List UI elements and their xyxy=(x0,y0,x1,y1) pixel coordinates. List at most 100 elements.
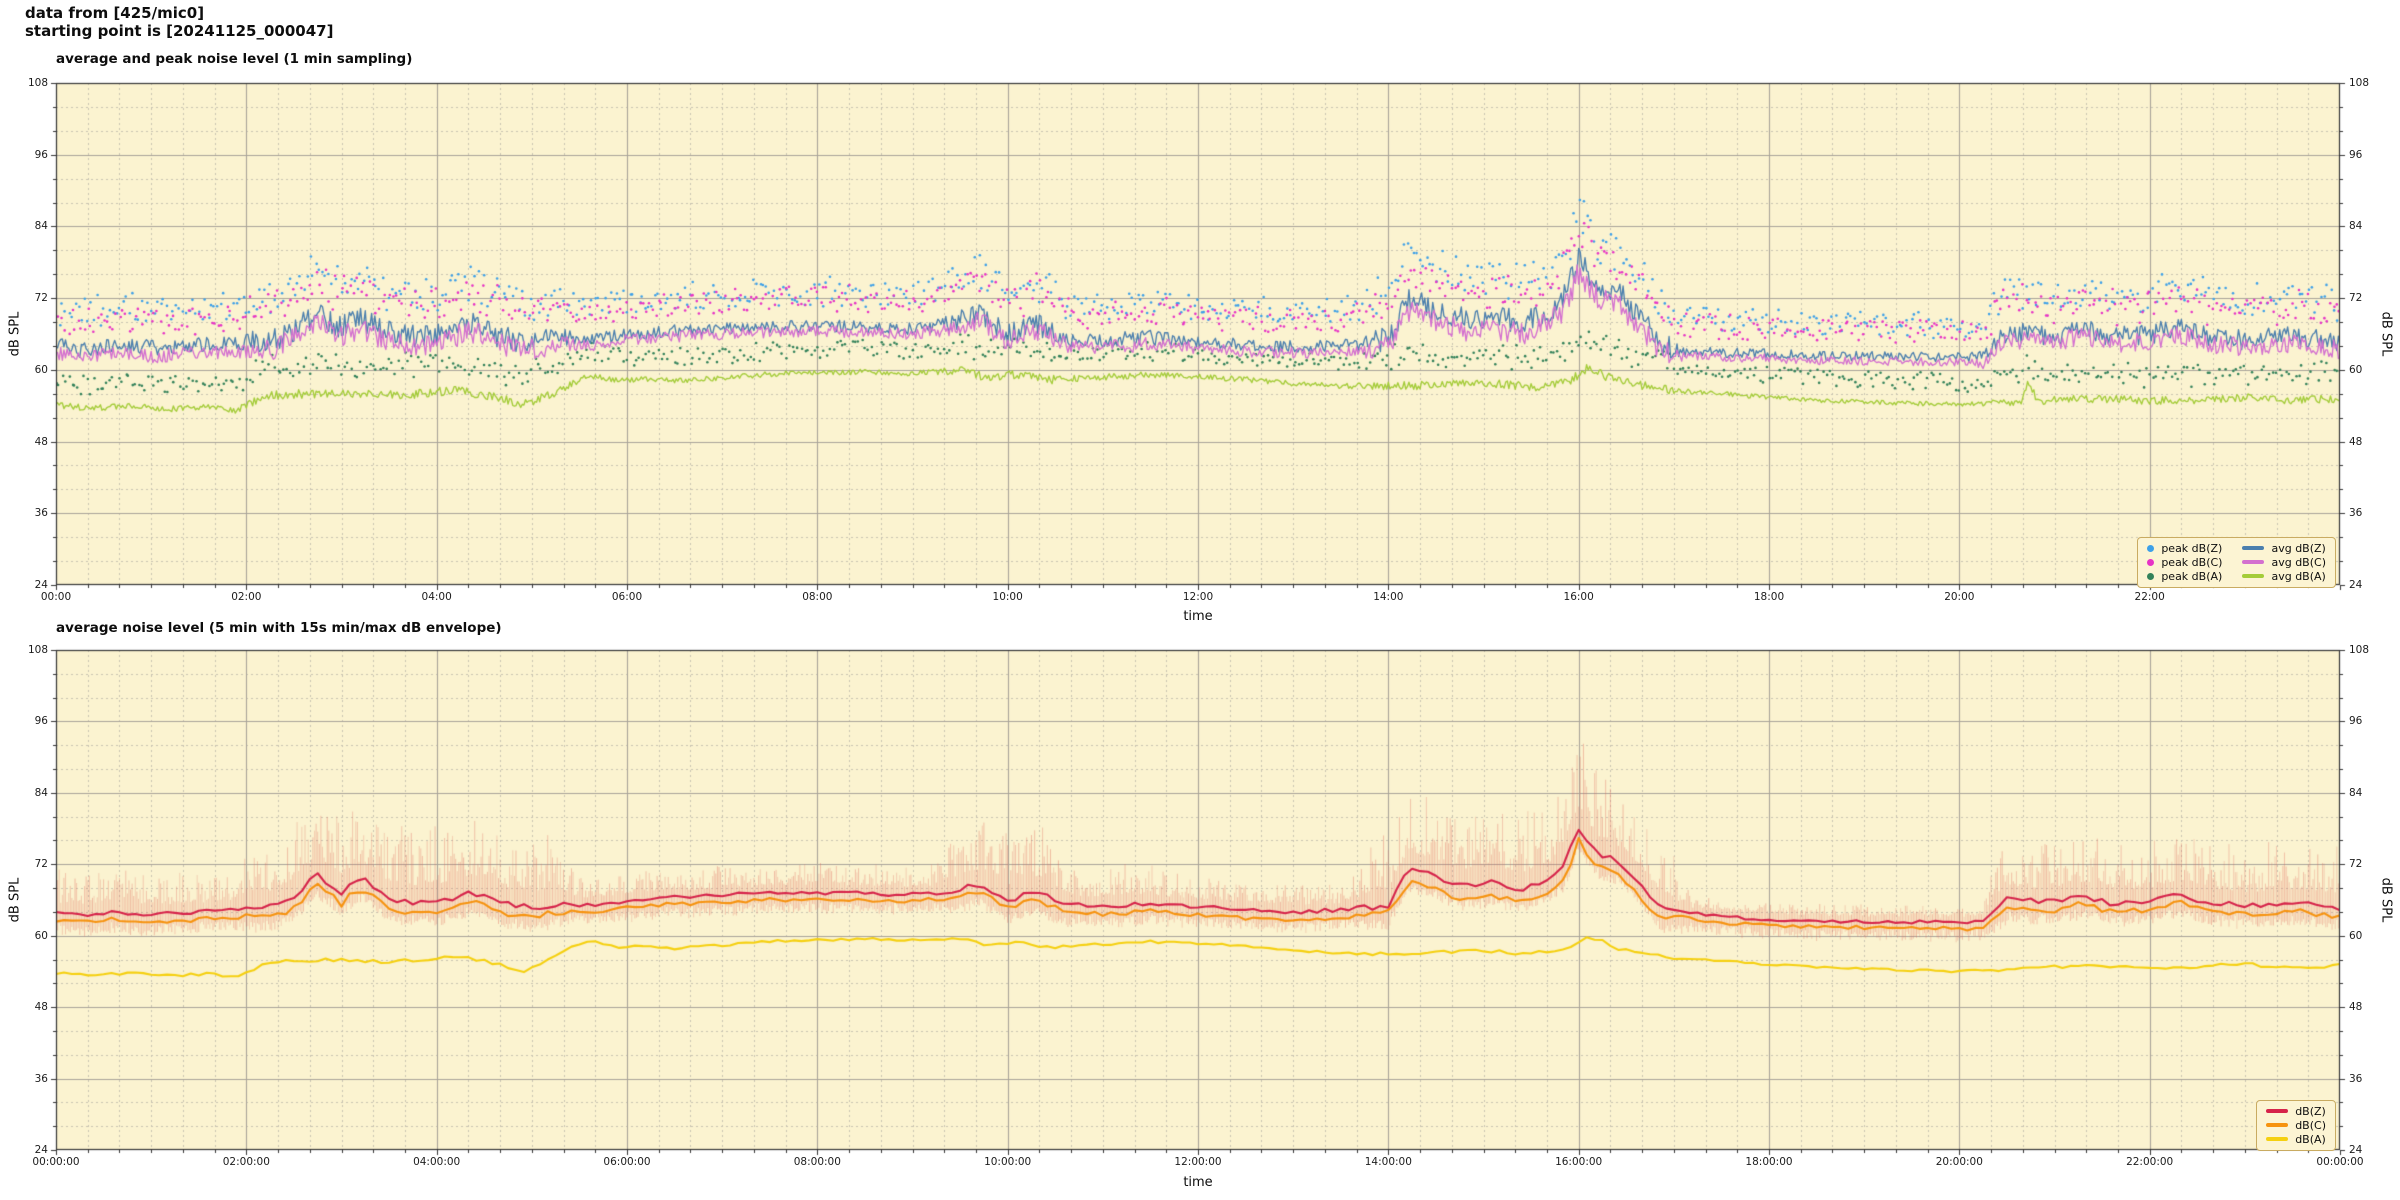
panel1-ylabel-left: dB SPL xyxy=(7,311,23,357)
y-tick-label: 84 xyxy=(34,220,48,233)
panel2-legend: dB(Z) dB(C) dB(A) xyxy=(2256,1100,2336,1151)
legend-entry-label: dB(C) xyxy=(2295,1118,2326,1132)
panel1-xlabel: time xyxy=(1183,609,1213,624)
panel2-title: average noise level (5 min with 15s min/… xyxy=(56,620,502,636)
panel2-ylabel-right: dB SPL xyxy=(2378,877,2394,923)
y-tick-label: 60 xyxy=(34,929,48,942)
y-tick-label: 48 xyxy=(34,1001,48,1014)
x-tick-label: 04:00 xyxy=(421,591,452,603)
legend-line-marker-icon xyxy=(2266,1109,2289,1113)
y-tick-label-right: 60 xyxy=(2349,929,2363,942)
header: data from [425/mic0] starting point is [… xyxy=(25,4,333,40)
y-tick-label-right: 24 xyxy=(2349,579,2363,591)
legend-entry-label: avg dB(C) xyxy=(2271,555,2326,569)
y-tick-label-right: 24 xyxy=(2349,1144,2363,1156)
legend-entry-label: dB(A) xyxy=(2295,1132,2326,1146)
y-tick-label-right: 72 xyxy=(2349,858,2363,871)
x-tick-label: 16:00 xyxy=(1563,591,1594,603)
header-line1: data from [425/mic0] xyxy=(25,4,205,22)
panel1-title: average and peak noise level (1 min samp… xyxy=(56,51,413,67)
y-tick-label: 84 xyxy=(34,786,48,799)
panel1-legend: peak dB(Z) peak dB(C) peak dB(A) avg dB(Z) a… xyxy=(2137,537,2336,588)
y-tick-label-right: 36 xyxy=(2349,507,2363,520)
y-tick-label: 24 xyxy=(34,1144,48,1156)
legend-entry-db-z-: dB(Z) xyxy=(2266,1104,2326,1118)
legend-entry-db-c-: dB(C) xyxy=(2266,1118,2326,1132)
legend-entry-label: peak dB(A) xyxy=(2161,569,2223,583)
legend-column: avg dB(Z) avg dB(C) avg dB(A) xyxy=(2242,541,2326,583)
y-tick-label: 72 xyxy=(34,292,48,305)
x-tick-label: 12:00:00 xyxy=(1174,1156,1222,1168)
y-tick-label-right: 48 xyxy=(2349,1001,2363,1014)
x-tick-label: 00:00:00 xyxy=(2316,1156,2364,1168)
x-tick-label: 20:00:00 xyxy=(1935,1156,1983,1168)
legend-entry-db-a-: dB(A) xyxy=(2266,1132,2326,1146)
y-tick-label: 108 xyxy=(27,644,48,656)
legend-line-marker-icon xyxy=(2266,1137,2289,1141)
x-tick-label: 10:00 xyxy=(992,591,1023,603)
legend-line-marker-icon xyxy=(2242,546,2265,550)
y-tick-label: 96 xyxy=(34,148,48,161)
legend-entry-avg-db-a-: avg dB(A) xyxy=(2242,569,2326,583)
y-tick-label-right: 72 xyxy=(2349,292,2363,305)
y-tick-label-right: 108 xyxy=(2349,644,2370,656)
panel1-ylabel-right: dB SPL xyxy=(2378,311,2394,357)
x-tick-label: 22:00:00 xyxy=(2126,1156,2174,1168)
legend-entry-avg-db-z-: avg dB(Z) xyxy=(2242,541,2326,555)
x-tick-label: 10:00:00 xyxy=(984,1156,1032,1168)
y-tick-label: 36 xyxy=(34,1072,48,1085)
legend-entry-peak-db-a-: peak dB(A) xyxy=(2147,569,2222,583)
x-tick-label: 16:00:00 xyxy=(1555,1156,1603,1168)
panel2-ylabel-left: dB SPL xyxy=(7,877,23,923)
legend-column: dB(Z) dB(C) dB(A) xyxy=(2266,1104,2326,1146)
legend-line-marker-icon xyxy=(2242,574,2265,578)
y-tick-label-right: 36 xyxy=(2349,1072,2363,1085)
legend-entry-avg-db-c-: avg dB(C) xyxy=(2242,555,2326,569)
panel1-plot-canvas xyxy=(40,70,2356,600)
legend-line-marker-icon xyxy=(2266,1123,2289,1127)
x-tick-label: 18:00:00 xyxy=(1745,1156,1793,1168)
x-tick-label: 20:00 xyxy=(1944,591,1975,603)
y-tick-label: 96 xyxy=(34,715,48,728)
legend-entry-label: avg dB(Z) xyxy=(2271,541,2326,555)
y-tick-label-right: 108 xyxy=(2349,77,2370,89)
panel2-xlabel: time xyxy=(1183,1175,1213,1190)
legend-dot-marker-icon xyxy=(2147,572,2155,580)
y-tick-label: 60 xyxy=(34,363,48,376)
y-tick-label-right: 84 xyxy=(2349,220,2363,233)
x-tick-label: 08:00 xyxy=(802,591,833,603)
legend-column: peak dB(Z) peak dB(C) peak dB(A) xyxy=(2147,541,2222,583)
legend-dot-marker-icon xyxy=(2147,544,2155,552)
x-tick-label: 04:00:00 xyxy=(413,1156,461,1168)
legend-entry-label: peak dB(C) xyxy=(2161,555,2223,569)
y-tick-label: 24 xyxy=(34,579,48,591)
x-tick-label: 06:00:00 xyxy=(603,1156,651,1168)
y-tick-label-right: 96 xyxy=(2349,715,2363,728)
legend-entry-label: peak dB(Z) xyxy=(2161,541,2223,555)
x-tick-label: 00:00:00 xyxy=(32,1156,80,1168)
legend-line-marker-icon xyxy=(2242,560,2265,564)
x-tick-label: 12:00 xyxy=(1182,591,1214,603)
y-tick-label-right: 96 xyxy=(2349,148,2363,161)
x-tick-label: 02:00:00 xyxy=(222,1156,270,1168)
legend-entry-label: avg dB(A) xyxy=(2271,569,2326,583)
y-tick-label: 72 xyxy=(34,858,48,871)
x-tick-label: 18:00 xyxy=(1753,591,1785,603)
y-tick-label-right: 48 xyxy=(2349,435,2363,448)
legend-entry-peak-db-c-: peak dB(C) xyxy=(2147,555,2222,569)
x-tick-label: 14:00 xyxy=(1373,591,1404,603)
x-tick-label: 22:00 xyxy=(2134,591,2165,603)
y-tick-label: 36 xyxy=(34,507,48,520)
x-tick-label: 00:00 xyxy=(40,591,72,603)
y-tick-label-right: 60 xyxy=(2349,363,2363,376)
x-tick-label: 14:00:00 xyxy=(1364,1156,1412,1168)
legend-dot-marker-icon xyxy=(2147,558,2155,566)
y-tick-label: 48 xyxy=(34,435,48,448)
header-line2: starting point is [20241125_000047] xyxy=(25,22,334,40)
x-tick-label: 08:00:00 xyxy=(793,1156,841,1168)
legend-entry-peak-db-z-: peak dB(Z) xyxy=(2147,541,2222,555)
x-tick-label: 02:00 xyxy=(231,591,262,603)
x-tick-label: 06:00 xyxy=(611,591,643,603)
y-tick-label: 108 xyxy=(27,77,48,89)
